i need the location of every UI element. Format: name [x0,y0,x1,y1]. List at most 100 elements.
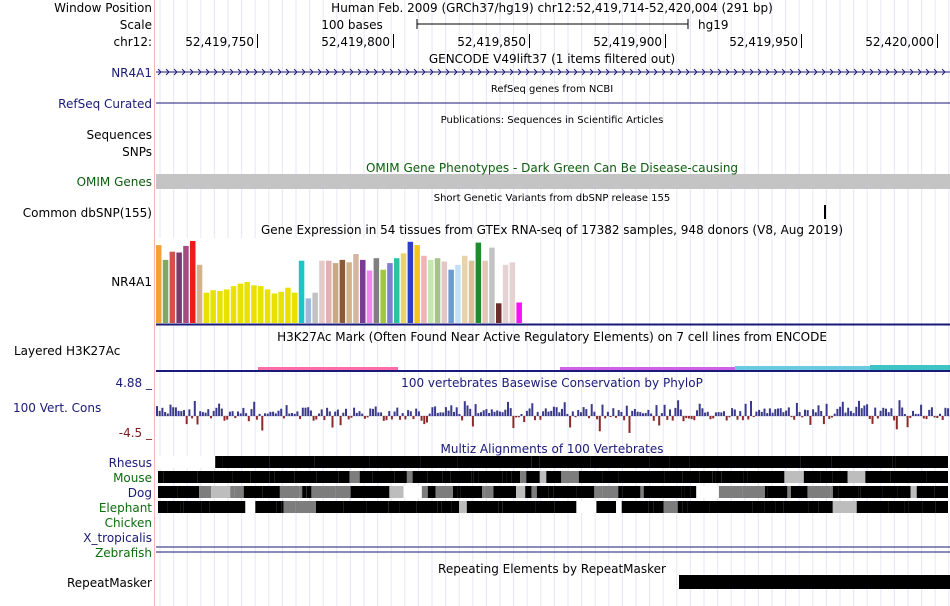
conservation-bar [552,406,555,416]
conservation-bar [488,413,491,416]
conservation-bar [237,411,239,416]
h3k27ac-label[interactable]: Layered H3K27Ac [14,344,121,358]
multiz-block [320,501,344,513]
conservation-bar [925,416,928,420]
conservation-bar [609,416,612,417]
strand-chevron [645,68,650,76]
multiz-species-mouse[interactable]: Mouse [113,471,152,485]
conservation-bar [685,416,688,419]
conservation-bar [353,407,356,416]
multiz-species-dog[interactable]: Dog [127,486,152,500]
multiz-block [888,501,905,513]
gtex-tissue-bar [224,289,230,323]
multiz-block [643,486,667,498]
conservation-bar [183,410,185,416]
repeatmasker-label[interactable]: RepeatMasker [66,576,152,590]
multiz-block [466,501,478,513]
multiz-species-chicken[interactable]: Chicken [104,516,152,530]
multiz-block [372,471,395,483]
strand-chevron [925,68,930,76]
multiz-block [516,486,526,498]
multiz-block [895,456,948,468]
dbsnp-label[interactable]: Common dbSNP(155) [22,206,152,220]
conservation-bar [498,411,501,416]
strand-chevron [429,68,434,76]
conservation-bar [933,416,936,418]
strand-chevron [717,68,722,76]
multiz-block [350,486,367,498]
conservation-bar [725,416,728,421]
multiz-block [696,486,719,498]
conservation-bar [855,406,858,416]
conservation-bar [299,416,302,420]
conservation-bar [188,409,191,416]
conservation-bar [736,416,739,420]
conservation-bar [363,416,366,419]
conservation-bar [426,416,428,423]
conservation-bar [596,416,599,420]
conservation-bar [677,400,680,416]
strand-chevron [357,68,362,76]
multiz-species-zebrafish[interactable]: Zebrafish [95,546,152,560]
conservation-bar [509,408,512,416]
multiz-block [451,501,460,513]
strand-chevron [701,68,706,76]
strand-chevron [293,68,298,76]
multiz-block [764,501,776,513]
multiz-block [539,471,547,483]
multiz-block [502,501,520,513]
strand-chevron [741,68,746,76]
strand-chevron [725,68,730,76]
strand-chevron [437,68,442,76]
multiz-block [832,486,839,498]
gtex-tissue-bar [183,245,189,323]
publications-sequences-label[interactable]: Sequences [86,128,152,142]
gtex-tissue-bar [326,260,332,323]
conservation-label[interactable]: 100 Vert. Cons [13,401,102,415]
multiz-block [742,486,765,498]
refseq-label[interactable]: RefSeq Curated [58,97,152,111]
multiz-block [295,501,316,513]
h3k27ac-title: H3K27Ac Mark (Often Found Near Active Re… [277,330,827,344]
strand-chevron [829,68,834,76]
conservation-bar [528,408,531,416]
multiz-title: Multiz Alignments of 100 Vertebrates [440,442,664,456]
gtex-tissue-bar [414,245,420,323]
strand-chevron [373,68,378,76]
publications-snps-label[interactable]: SNPs [122,145,152,159]
conservation-bar [579,412,582,416]
gtex-label[interactable]: NR4A1 [111,275,152,289]
conservation-bar [342,412,345,416]
conservation-bar [928,409,931,416]
multiz-block [576,486,587,498]
window-position-label: Window Position [54,1,152,15]
conservation-bar [858,400,860,416]
conservation-bar [598,416,601,432]
multiz-species-elephant[interactable]: Elephant [98,501,152,515]
conservation-bar [563,402,566,416]
multiz-block [709,501,729,513]
omim-label[interactable]: OMIM Genes [76,175,152,189]
conservation-bar [266,413,269,416]
multiz-species-xtropicalis[interactable]: X_tropicalis [83,531,152,545]
multiz-block [910,486,917,498]
multiz-block [369,456,394,468]
gencode-label[interactable]: NR4A1 [111,66,152,80]
gtex-tissue-bar [285,287,291,323]
conservation-bar [428,413,431,416]
multiz-block [420,456,458,468]
multiz-block [498,501,503,513]
multiz-species-rhesus[interactable]: Rhesus [108,456,152,470]
conservation-bar [814,412,817,416]
ruler-tick-mark [257,34,258,48]
multiz-block [471,471,474,483]
multiz-block [747,471,767,483]
multiz-block [892,456,896,468]
multiz-block [311,486,336,498]
strand-chevron [341,68,346,76]
multiz-block [935,501,948,513]
conservation-bar [912,410,914,416]
strand-chevron [461,68,466,76]
conservation-bar [747,416,750,420]
